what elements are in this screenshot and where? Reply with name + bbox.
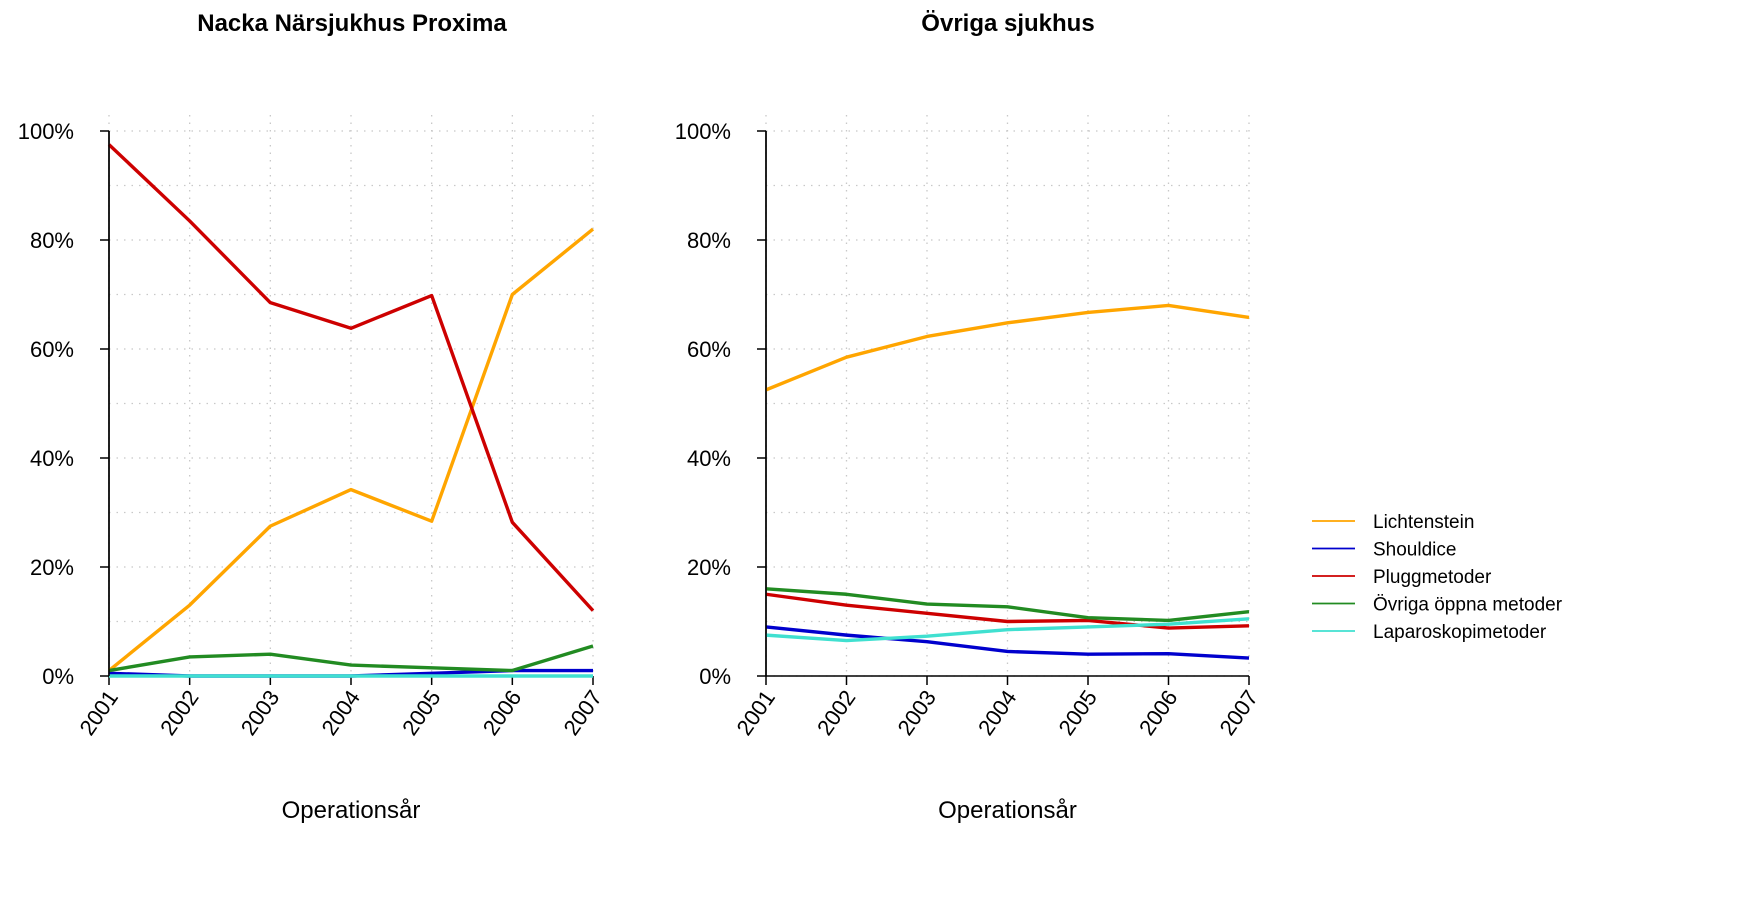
x-tick-label: 2002 — [155, 685, 204, 739]
y-tick-label: 80% — [687, 228, 731, 253]
x-tick-label: 2003 — [892, 685, 941, 739]
y-tick-label: 20% — [30, 555, 74, 580]
series-line-lichtenstein — [107, 227, 595, 672]
x-tick-label: 2003 — [236, 685, 285, 739]
legend-label-laparoskopimetoder: Laparoskopimetoder — [1373, 622, 1547, 643]
series-line-shouldice — [765, 625, 1250, 660]
x-axis-label: Operationsår — [938, 797, 1077, 824]
y-tick-label: 60% — [687, 337, 731, 362]
series-line-pluggmetoder — [765, 592, 1250, 630]
x-tick-label: 2002 — [812, 685, 861, 739]
y-tick-label: 0% — [699, 664, 731, 689]
y-tick-label: 100% — [675, 119, 731, 144]
x-tick-label: 2006 — [478, 685, 527, 739]
x-tick-label: 2001 — [731, 685, 780, 739]
legend: Lichtenstein Shouldice Pluggmetoder Övriga … — [1312, 512, 1563, 643]
y-tick-label: 60% — [30, 337, 74, 362]
x-axis-label: Operationsår — [282, 797, 421, 824]
series-line-ovriga-oppna-metoder — [765, 587, 1250, 623]
legend-label-shouldice: Shouldice — [1373, 540, 1456, 561]
x-tick-label: 2005 — [397, 685, 446, 739]
x-tick-label: 2007 — [558, 685, 607, 739]
legend-label-lichtenstein: Lichtenstein — [1373, 512, 1474, 533]
x-tick-label: 2006 — [1134, 685, 1183, 739]
series-line-pluggmetoder — [107, 143, 595, 612]
y-tick-label: 20% — [687, 555, 731, 580]
x-tick-label: 2001 — [74, 685, 123, 739]
legend-label-ovriga-oppna-metoder: Övriga öppna metoder — [1373, 595, 1563, 616]
y-tick-label: 40% — [30, 446, 74, 471]
y-tick-label: 0% — [42, 664, 74, 689]
x-tick-label: 2004 — [973, 685, 1022, 739]
x-tick-label: 2004 — [316, 685, 365, 739]
legend-label-pluggmetoder: Pluggmetoder — [1373, 567, 1492, 588]
chart-panel-2: 0% 20% 40% 60% 80% 100% 2001 2002 2003 2004 2005 20… — [675, 10, 1263, 824]
series-line-lichtenstein — [765, 303, 1250, 392]
series-line-ovriga-oppna-metoder — [108, 644, 594, 673]
chart-panel-1: 0% 20% 40% 60% 80% 100% 2001 2002 2003 2004 2005 20… — [18, 10, 607, 824]
y-tick-label: 40% — [687, 446, 731, 471]
chart-title: Nacka Närsjukhus Proxima — [197, 10, 507, 37]
y-tick-label: 80% — [30, 228, 74, 253]
x-tick-label: 2005 — [1053, 685, 1102, 739]
grid — [108, 115, 594, 677]
grid — [765, 115, 1250, 677]
chart-title: Övriga sjukhus — [921, 10, 1094, 37]
x-tick-label: 2007 — [1214, 685, 1263, 739]
y-tick-label: 100% — [18, 119, 74, 144]
series-line-laparoskopimetoder — [765, 617, 1250, 643]
